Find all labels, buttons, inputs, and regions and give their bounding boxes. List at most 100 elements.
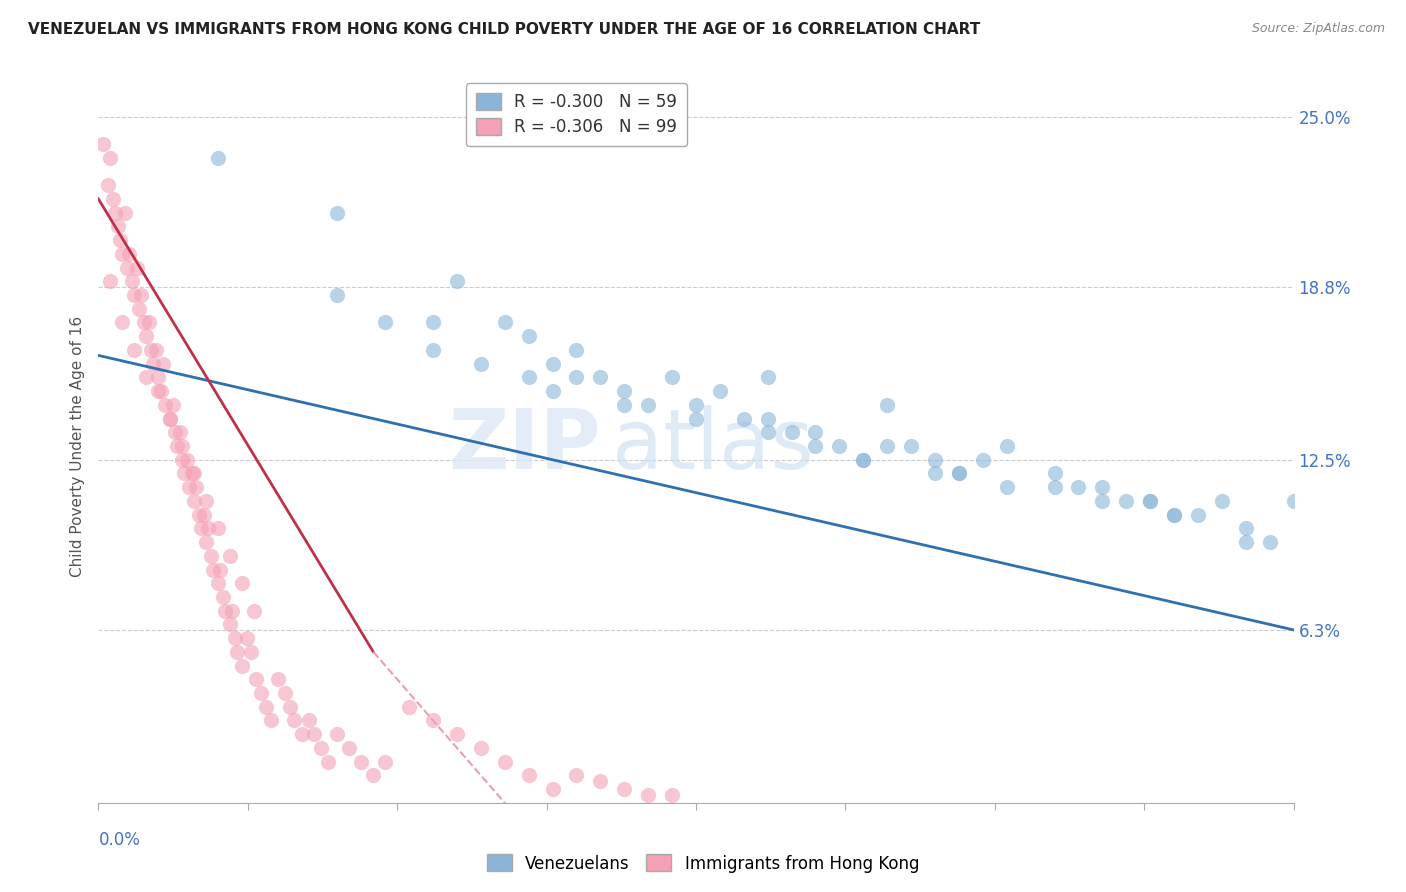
Point — [589, 370, 612, 384]
Point — [267, 673, 290, 687]
Legend: Venezuelans, Immigrants from Hong Kong: Venezuelans, Immigrants from Hong Kong — [479, 847, 927, 880]
Point — [172, 439, 194, 453]
Text: 0.0%: 0.0% — [98, 831, 141, 849]
Point — [142, 357, 165, 371]
Point — [231, 576, 253, 591]
Point — [1234, 535, 1257, 549]
Legend: R = -0.300   N = 59, R = -0.306   N = 99: R = -0.300 N = 59, R = -0.306 N = 99 — [465, 83, 688, 146]
Point — [541, 782, 564, 797]
Point — [1163, 508, 1185, 522]
Point — [235, 631, 257, 645]
Point — [118, 247, 141, 261]
Point — [804, 425, 827, 440]
Text: Source: ZipAtlas.com: Source: ZipAtlas.com — [1251, 22, 1385, 36]
Point — [613, 782, 636, 797]
Point — [221, 604, 243, 618]
Point — [186, 480, 208, 494]
Point — [172, 452, 194, 467]
Point — [661, 370, 683, 384]
Point — [494, 755, 516, 769]
Point — [1091, 494, 1114, 508]
Point — [756, 425, 779, 440]
Point — [565, 768, 588, 782]
Point — [131, 288, 153, 302]
Point — [876, 398, 898, 412]
Point — [159, 411, 181, 425]
Point — [374, 316, 396, 330]
Point — [124, 343, 146, 357]
Point — [219, 549, 242, 563]
Point — [207, 576, 229, 591]
Point — [316, 755, 339, 769]
Point — [138, 316, 160, 330]
Point — [565, 370, 588, 384]
Point — [148, 384, 170, 398]
Point — [291, 727, 314, 741]
Point — [900, 439, 922, 453]
Point — [183, 467, 205, 481]
Point — [422, 714, 444, 728]
Text: VENEZUELAN VS IMMIGRANTS FROM HONG KONG CHILD POVERTY UNDER THE AGE OF 16 CORREL: VENEZUELAN VS IMMIGRANTS FROM HONG KONG … — [28, 22, 980, 37]
Point — [207, 151, 229, 165]
Point — [97, 178, 120, 193]
Point — [190, 521, 212, 535]
Point — [124, 288, 146, 302]
Text: ZIP: ZIP — [449, 406, 600, 486]
Point — [98, 151, 122, 165]
Point — [283, 714, 305, 728]
Point — [804, 439, 827, 453]
Point — [135, 329, 157, 343]
Point — [176, 452, 198, 467]
Point — [1091, 480, 1114, 494]
Point — [756, 411, 779, 425]
Point — [685, 411, 707, 425]
Point — [254, 699, 277, 714]
Point — [1139, 494, 1161, 508]
Point — [876, 439, 898, 453]
Point — [470, 357, 492, 371]
Point — [756, 370, 779, 384]
Point — [613, 398, 636, 412]
Point — [828, 439, 851, 453]
Point — [1163, 508, 1185, 522]
Point — [101, 192, 124, 206]
Point — [159, 411, 181, 425]
Point — [125, 260, 148, 275]
Point — [209, 562, 232, 576]
Point — [195, 535, 218, 549]
Point — [114, 205, 136, 219]
Point — [852, 452, 875, 467]
Point — [733, 411, 755, 425]
Point — [240, 645, 263, 659]
Point — [374, 755, 396, 769]
Point — [517, 329, 540, 343]
Point — [166, 439, 188, 453]
Point — [207, 521, 229, 535]
Point — [231, 658, 253, 673]
Point — [326, 727, 349, 741]
Point — [494, 316, 516, 330]
Point — [245, 673, 267, 687]
Point — [224, 631, 246, 645]
Point — [149, 384, 172, 398]
Point — [637, 398, 659, 412]
Point — [274, 686, 297, 700]
Point — [995, 480, 1018, 494]
Point — [780, 425, 803, 440]
Point — [121, 274, 143, 288]
Point — [661, 788, 683, 802]
Point — [111, 316, 134, 330]
Point — [1043, 480, 1066, 494]
Point — [115, 260, 138, 275]
Point — [1043, 467, 1066, 481]
Point — [589, 773, 612, 788]
Point — [309, 740, 332, 755]
Point — [1211, 494, 1233, 508]
Point — [91, 137, 114, 152]
Point — [326, 205, 349, 219]
Point — [104, 205, 127, 219]
Point — [709, 384, 731, 398]
Point — [163, 425, 186, 440]
Point — [169, 425, 191, 440]
Point — [948, 467, 970, 481]
